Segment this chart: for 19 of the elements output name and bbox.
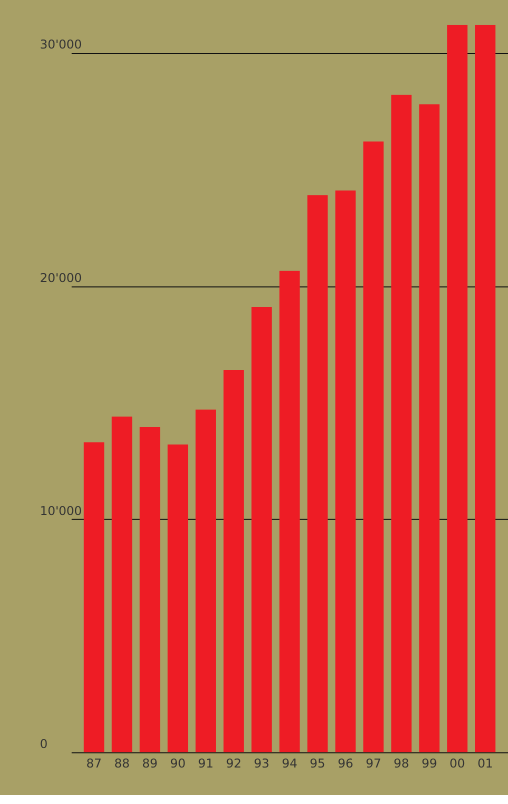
x-tick-label: 98 — [394, 756, 410, 771]
x-tick-label: 93 — [254, 756, 270, 771]
x-tick-label: 99 — [422, 756, 438, 771]
x-tick-label: 00 — [450, 756, 466, 771]
x-tick-label: 97 — [366, 756, 382, 771]
x-tick-label: 95 — [310, 756, 326, 771]
x-tick-label: 01 — [477, 756, 493, 771]
x-tick-label: 87 — [86, 756, 102, 771]
x-tick-label: 90 — [170, 756, 186, 771]
y-tick-label: 10'000 — [40, 504, 82, 518]
y-tick-label: 30'000 — [40, 38, 82, 52]
y-tick-label: 20'000 — [40, 270, 82, 285]
x-tick-label: 91 — [198, 756, 214, 771]
x-tick-label: 88 — [114, 756, 130, 771]
x-tick-label: 92 — [226, 756, 242, 771]
x-tick-label: 89 — [142, 756, 158, 771]
x-tick-label: 94 — [282, 756, 298, 771]
x-tick-label: 96 — [338, 756, 354, 771]
y-tick-label: 0 — [40, 737, 48, 752]
